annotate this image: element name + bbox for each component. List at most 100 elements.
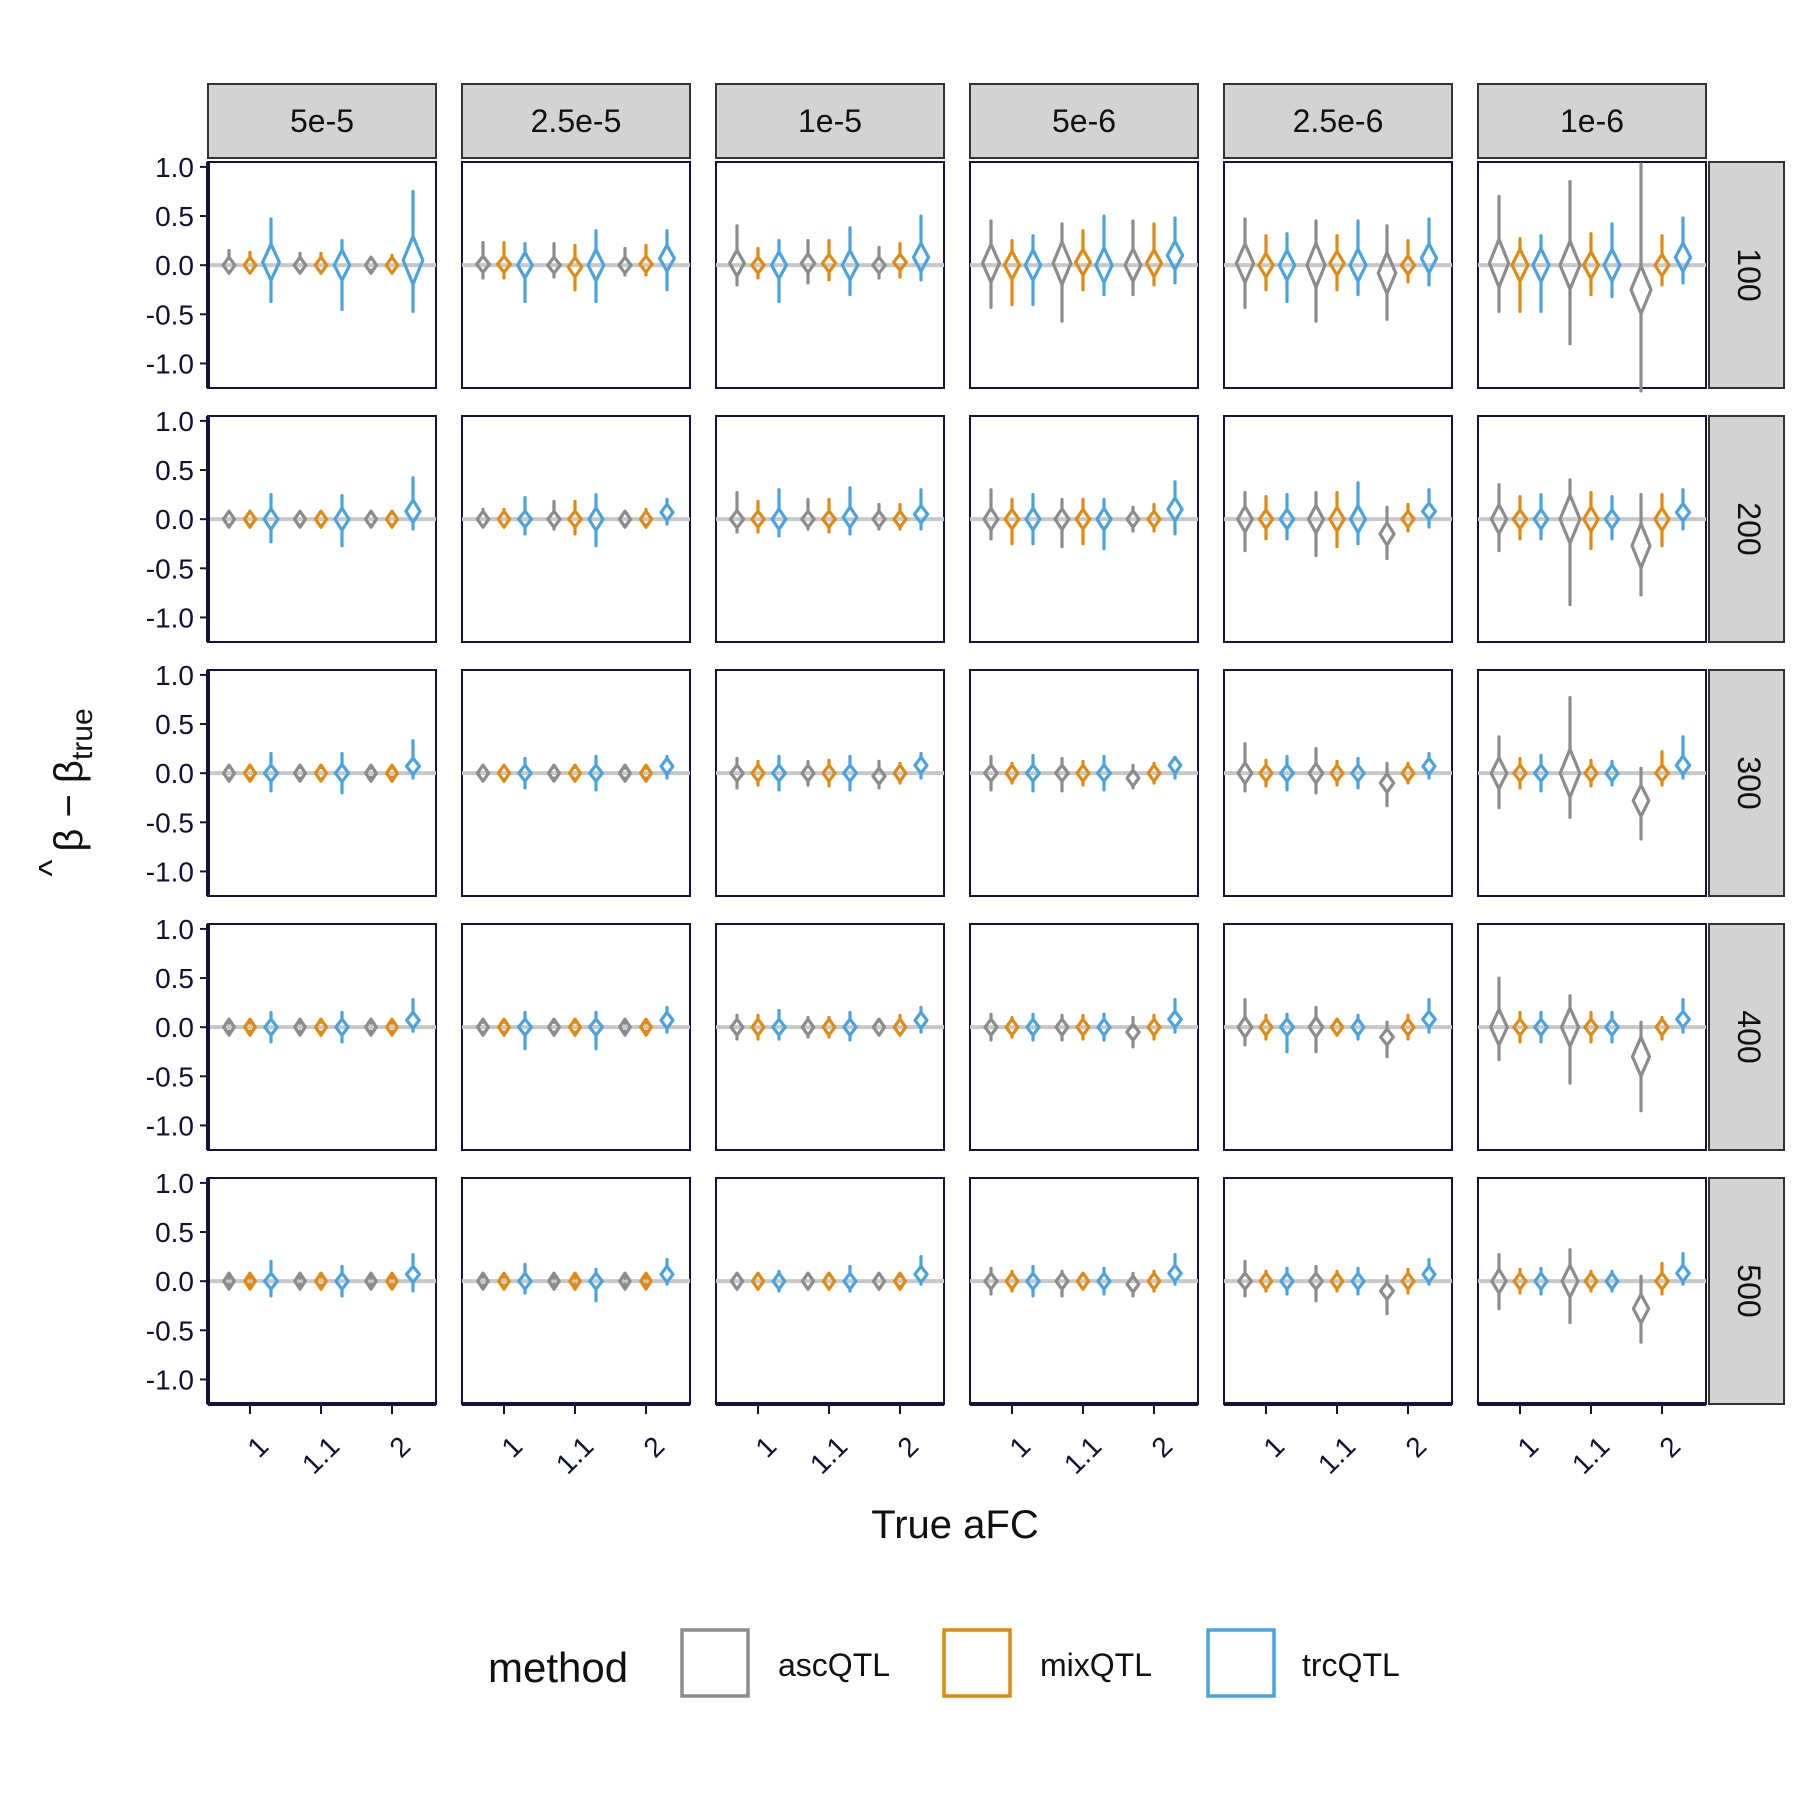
violin-trcQTL <box>1673 216 1693 285</box>
violin-mixQTL <box>1653 493 1671 548</box>
violin-trcQTL <box>1350 1013 1366 1041</box>
violin-trcQTL <box>1279 754 1295 792</box>
violin-mixQTL <box>242 509 258 529</box>
violin-trcQTL <box>1675 1252 1691 1286</box>
violin-trcQTL <box>1532 493 1550 541</box>
facet-panel: 1.0 0.5 0.0 -0.5 -1.0 <box>146 406 437 643</box>
violin-ascQTL <box>983 1266 999 1296</box>
violin-trcQTL <box>1167 755 1183 780</box>
facet-panel <box>1477 669 1707 897</box>
violin-trcQTL <box>659 1005 675 1034</box>
x-tick-label: 1.1 <box>1058 1430 1107 1479</box>
violin-trcQTL <box>1348 481 1368 546</box>
facet-panel <box>969 669 1199 897</box>
violin-mixQTL <box>1074 229 1092 292</box>
violin-mixQTL <box>242 250 258 275</box>
violin-trcQTL <box>913 1005 929 1034</box>
violin-mixQTL <box>821 497 837 534</box>
column-strip <box>1477 83 1707 159</box>
violin-ascQTL <box>729 1271 745 1291</box>
row-strip-label: 300 <box>1731 756 1767 809</box>
x-tick-label: 2 <box>1399 1430 1432 1463</box>
row-strip-label: 400 <box>1731 1010 1767 1063</box>
facet-panel <box>969 923 1199 1151</box>
panel-border <box>461 923 691 1151</box>
violin-trcQTL <box>404 1253 422 1293</box>
facet-panel <box>1477 161 1707 393</box>
violin-trcQTL <box>1674 488 1692 531</box>
y-tick-label: -1.0 <box>146 1110 194 1141</box>
violin-ascQTL <box>1631 766 1651 841</box>
violin-trcQTL <box>586 229 606 304</box>
violin-ascQTL <box>1307 1005 1325 1054</box>
violin-trcQTL <box>1166 480 1184 536</box>
y-tick-label: -1.0 <box>146 602 194 633</box>
violin-mixQTL <box>495 240 513 280</box>
violin-trcQTL <box>1277 232 1297 304</box>
row-strip-label: 100 <box>1731 248 1767 301</box>
violin-mixQTL <box>1144 222 1164 287</box>
column-strip <box>715 83 945 159</box>
violin-mixQTL <box>497 1271 511 1291</box>
y-tick-label: -0.5 <box>146 1315 194 1346</box>
row-strip <box>1708 161 1785 389</box>
violin-ascQTL <box>1305 219 1327 323</box>
violin-mixQTL <box>1075 1271 1091 1291</box>
violin-mixQTL <box>566 243 584 292</box>
violin-trcQTL <box>334 1264 350 1298</box>
violin-ascQTL <box>546 241 562 279</box>
violin-trcQTL <box>1024 493 1042 546</box>
y-tick-label: -0.5 <box>146 807 194 838</box>
violin-trcQTL <box>659 1257 675 1286</box>
violin-ascQTL <box>983 1012 999 1042</box>
panel-border <box>207 923 437 1151</box>
panel-border <box>461 161 691 389</box>
violin-trcQTL <box>1278 493 1296 541</box>
violin-ascQTL <box>1053 497 1071 549</box>
violin-trcQTL <box>1420 488 1438 529</box>
violin-ascQTL <box>1054 1269 1070 1298</box>
violin-mixQTL <box>567 763 583 783</box>
violin-ascQTL <box>799 239 817 285</box>
violin-ascQTL <box>1376 224 1398 321</box>
panel-border <box>207 669 437 897</box>
violin-trcQTL <box>1421 998 1437 1034</box>
x-axis-title: True aFC <box>871 1503 1038 1547</box>
violin-mixQTL <box>385 1017 399 1037</box>
violin-mixQTL <box>384 509 400 529</box>
violin-trcQTL <box>332 239 352 311</box>
violin-mixQTL <box>314 1017 328 1037</box>
facet-panel <box>715 669 945 897</box>
violin-mixQTL <box>1512 1267 1528 1295</box>
violin-mixQTL <box>385 1271 399 1291</box>
violin-ascQTL <box>1378 1274 1396 1316</box>
violin-ascQTL <box>221 248 237 275</box>
violin-mixQTL <box>1257 494 1275 541</box>
violin-trcQTL <box>587 1010 605 1051</box>
facet-panel <box>461 669 691 897</box>
violin-ascQTL <box>1487 194 1511 313</box>
violin-trcQTL <box>840 226 860 297</box>
violin-trcQTL <box>842 1264 858 1293</box>
violin-trcQTL <box>1421 751 1437 780</box>
violin-ascQTL <box>1307 747 1325 795</box>
violin-trcQTL <box>1533 1010 1549 1044</box>
facet-panel <box>1223 161 1453 389</box>
violin-ascQTL <box>222 1271 236 1291</box>
violin-trcQTL <box>1604 759 1620 787</box>
violin-mixQTL <box>242 763 258 783</box>
violin-ascQTL <box>1558 478 1582 607</box>
facet-panel <box>715 415 945 643</box>
facet-panel: 1.0 0.5 0.0 -0.5 -1.0 1 1.1 2 <box>146 1168 437 1480</box>
violin-mixQTL <box>1146 761 1162 785</box>
violin-ascQTL <box>363 509 379 529</box>
violin-mixQTL <box>892 241 908 279</box>
violin-mixQTL <box>638 507 654 529</box>
column-strip-label: 2.5e-6 <box>1293 103 1384 139</box>
facet-panel <box>461 161 691 389</box>
row-strip <box>1708 1177 1785 1405</box>
violin-ascQTL <box>221 509 237 529</box>
violin-mixQTL <box>1583 758 1599 788</box>
violin-mixQTL <box>1654 1261 1670 1296</box>
